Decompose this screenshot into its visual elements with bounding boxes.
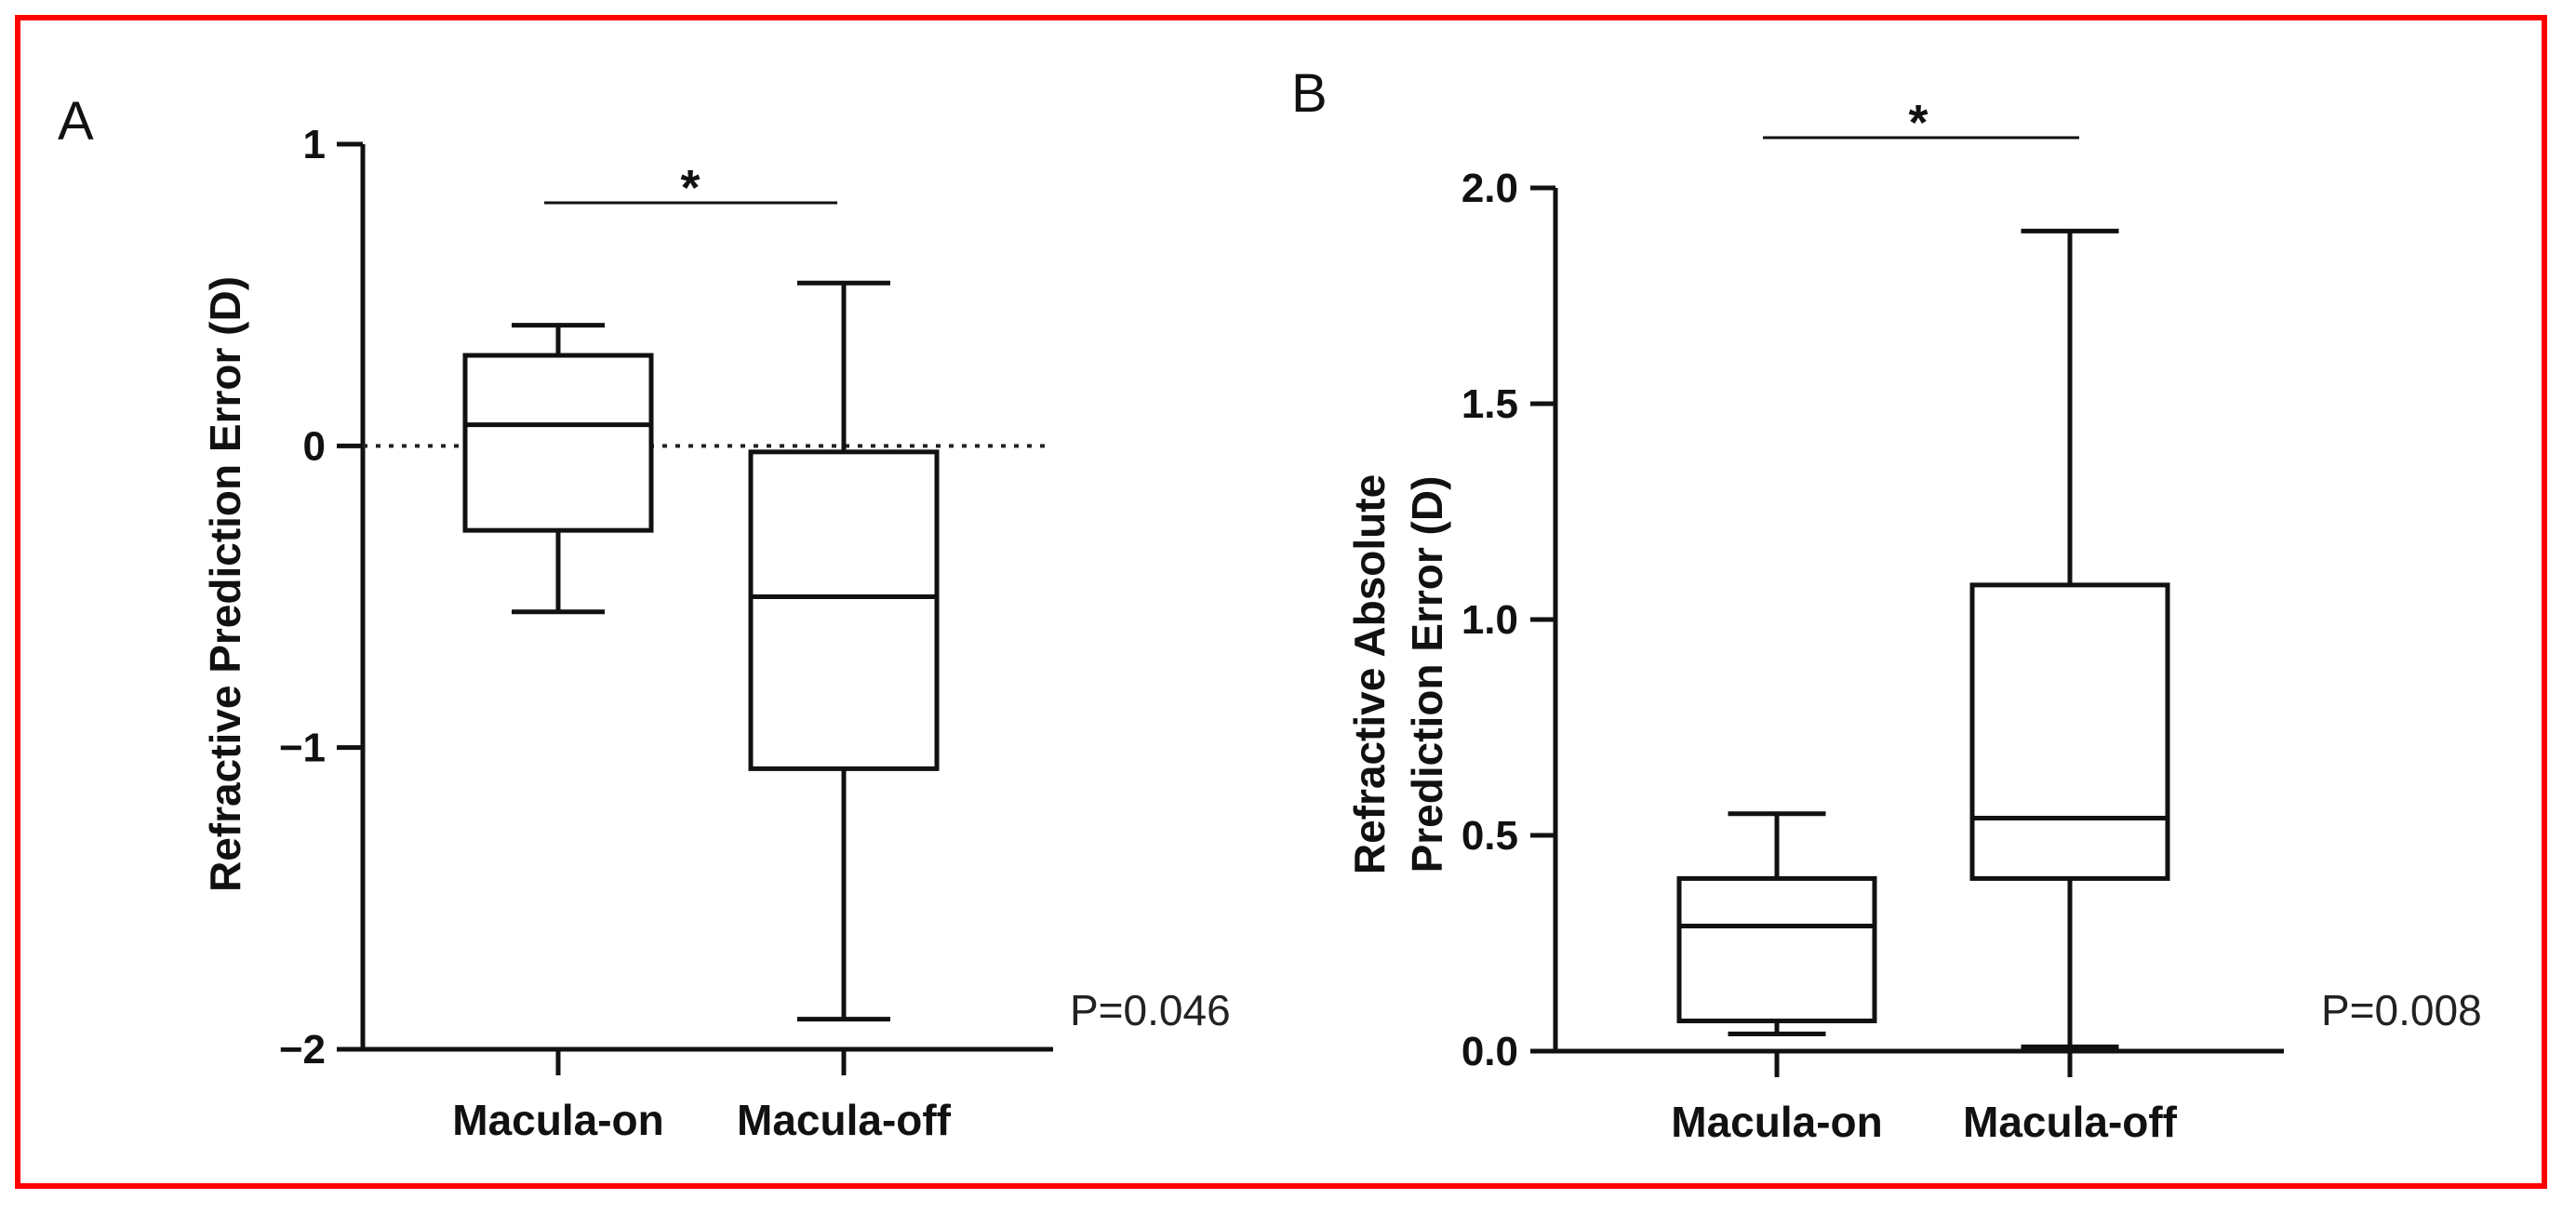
panel-a-letter: A: [58, 91, 94, 152]
panel-b-ytick-label: 1.0: [1462, 597, 1518, 643]
panel-a-ytick-label: 1: [303, 122, 326, 167]
panel-b-ytick-label: 0.5: [1462, 813, 1518, 859]
panel-a-category-label: Macula-off: [737, 1096, 952, 1144]
panel-b-ylabel-line1: Refractive Absolute: [1345, 474, 1394, 874]
panel-a-ytick-label: −1: [279, 726, 326, 771]
panel-a: A Refractive Prediction Error (D) P=0.04…: [58, 91, 1231, 1144]
panel-a-box-macula-off-iqr-box: [748, 449, 940, 771]
panel-a-category-label: Macula-on: [452, 1096, 663, 1144]
panel-a-p-value: P=0.046: [1070, 986, 1231, 1034]
panel-a-significance-star: *: [680, 160, 700, 216]
panel-b-ytick-label: 0.0: [1462, 1029, 1518, 1074]
panel-b-significance-star: *: [1908, 95, 1928, 151]
panel-a-box-macula-on-iqr-box: [462, 353, 654, 533]
panel-b-letter: B: [1291, 63, 1328, 124]
panel-a-ylabel: Refractive Prediction Error (D): [201, 276, 249, 892]
panel-b: B Refractive Absolute Prediction Error (…: [1291, 63, 2482, 1146]
figure-border: [15, 15, 2547, 1189]
panel-b-box-macula-off-iqr-box: [1969, 582, 2170, 881]
panel-a-ytick-label: −2: [279, 1027, 326, 1073]
panel-b-box-macula-on-iqr-box: [1676, 875, 1877, 1024]
panel-b-category-label: Macula-off: [1963, 1098, 2178, 1146]
panel-b-ytick-label: 1.5: [1462, 381, 1518, 427]
panel-b-ylabel-line2: Prediction Error (D): [1403, 476, 1451, 873]
panel-b-p-value: P=0.008: [2321, 986, 2482, 1034]
panel-b-ytick-label: 2.0: [1462, 166, 1518, 211]
panel-b-category-label: Macula-on: [1671, 1098, 1882, 1146]
panel-a-ytick-label: 0: [303, 423, 326, 469]
